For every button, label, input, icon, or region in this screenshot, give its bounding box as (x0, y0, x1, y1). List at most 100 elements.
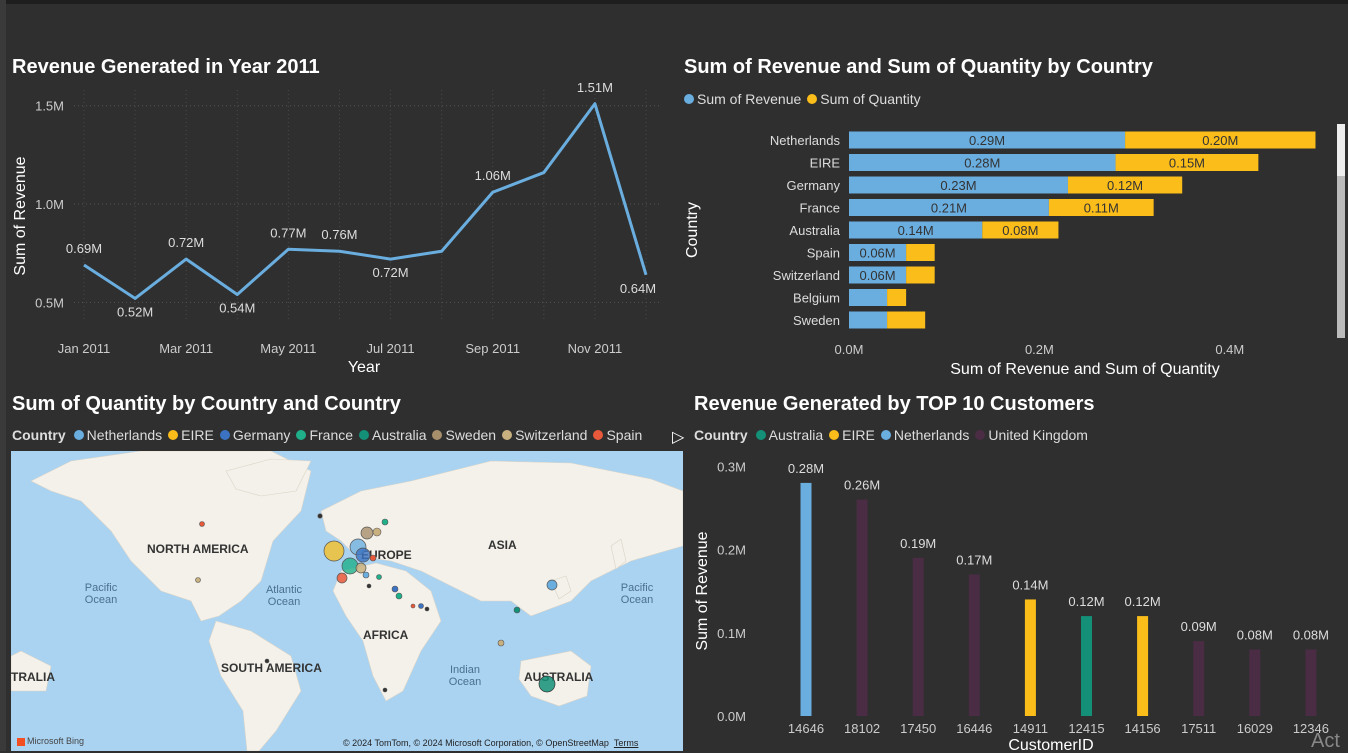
map-bubbles (195, 513, 558, 693)
bar-chart-category-label: Spain (807, 246, 840, 261)
bar-chart-scrollbar[interactable] (1337, 124, 1345, 338)
map-land (11, 451, 683, 751)
line-chart-data-label: 0.72M (372, 265, 408, 280)
top-chart-y-tick-label: 0.0M (717, 709, 746, 724)
bar-chart-bar (1125, 131, 1316, 149)
map-bubble (199, 521, 205, 527)
map-bubble (195, 577, 201, 583)
legend-item-revenue[interactable]: Sum of Revenue (684, 91, 801, 107)
legend-item-quantity[interactable]: Sum of Quantity (807, 91, 921, 107)
activation-watermark: Act (1311, 730, 1340, 752)
top-chart-bar (1137, 616, 1149, 716)
bar-chart-title: Sum of Revenue and Sum of Quantity by Co… (684, 56, 1153, 78)
bar-chart-bar (849, 176, 1068, 194)
map-label-asia: ASIA (488, 538, 517, 552)
top-customers-legend: Country Australia EIRE Netherlands Unite… (694, 427, 1094, 443)
line-chart-data-label: 0.64M (620, 281, 656, 296)
legend-label: France (309, 427, 354, 443)
bar-chart-bar (849, 131, 1126, 149)
top-chart-x-tick-label: 12415 (1068, 721, 1104, 736)
bar-chart-bar (849, 221, 983, 239)
top-chart-bar (1249, 649, 1261, 716)
line-chart-data-label: 0.76M (321, 227, 357, 242)
bar-chart-bar (906, 244, 935, 261)
bar-chart-legend: Sum of Revenue Sum of Quantity (684, 91, 927, 107)
line-chart-x-tick-label: Nov 2011 (568, 341, 623, 356)
map-terms-link[interactable]: Terms (613, 738, 639, 748)
legend-dot-icon (432, 430, 443, 440)
top-chart-data-label: 0.08M (1237, 627, 1273, 642)
top-chart-x-tick-label: 16029 (1237, 721, 1273, 736)
top-chart-y-tick-label: 0.2M (717, 543, 746, 558)
top-customers-chart[interactable]: 0.0M 0.1M 0.2M 0.3M 0.28M 14646 0.26M 18102 0.19… (684, 451, 1348, 751)
map-bubble-sweden (360, 526, 374, 540)
legend-label: Netherlands (86, 427, 163, 443)
legend-next-arrow-icon[interactable]: ▷ (672, 429, 685, 446)
map-legend-item[interactable]: Switzerland (502, 427, 587, 443)
bar-chart-bar (982, 221, 1059, 239)
top-legend-item[interactable]: Netherlands (880, 427, 969, 443)
map-bubble (381, 518, 389, 526)
map-bubble (497, 639, 505, 647)
top-chart-bar (800, 482, 812, 716)
map-bubble (362, 571, 370, 579)
legend-label: Sum of Revenue (697, 91, 802, 107)
legend-dot-icon (684, 94, 694, 104)
map-legend-item[interactable]: EIRE (168, 427, 214, 443)
bar-chart-scrollbar-thumb[interactable] (1337, 124, 1345, 176)
top-chart-x-tick-label: 18102 (844, 721, 880, 736)
map-legend-item[interactable]: France (296, 427, 353, 443)
bar-chart-data-label: 0.28M (964, 156, 1000, 171)
map-bubble-australia (538, 675, 556, 693)
bar-chart-category-label: Netherlands (770, 133, 841, 148)
legend-dot-icon (880, 430, 891, 440)
bar-chart[interactable]: Netherlands 0.29M 0.20M EIRE 0.28M 0.15M Germa… (672, 115, 1340, 385)
map-bubble (382, 687, 388, 693)
map-legend-item[interactable]: Australia (359, 427, 426, 443)
bar-chart-x-tick-label: 0.2M (1025, 342, 1054, 357)
map-legend-item[interactable]: Germany (219, 427, 290, 443)
map-bubble (372, 527, 382, 537)
bar-chart-bar (849, 244, 907, 261)
map-legend-item[interactable]: Netherlands (73, 427, 163, 443)
line-chart-data-label: 0.52M (117, 304, 153, 319)
map-bubble (546, 579, 558, 591)
map-label-north-america: NORTH AMERICA (147, 542, 249, 556)
map-bubble-france (341, 557, 359, 575)
bar-chart-category-label: Belgium (793, 291, 840, 306)
line-chart[interactable]: 0.5M 1.0M 1.5M Jan 2011 Mar 2011 May 2011 Jul … (0, 82, 672, 382)
legend-dot-icon (593, 430, 604, 440)
top-chart-data-label: 0.17M (956, 552, 992, 567)
top-chart-bar (968, 574, 980, 716)
top-chart-data-label: 0.12M (1068, 594, 1104, 609)
legend-dot-icon (296, 430, 307, 440)
line-chart-data-label: 0.54M (219, 300, 255, 315)
top-legend-item[interactable]: Australia (755, 427, 824, 443)
map-label-africa: AFRICA (363, 628, 409, 642)
legend-label: Spain (606, 427, 643, 443)
bar-chart-data-label: 0.29M (969, 133, 1005, 148)
map-label-south-america: SOUTH AMERICA (221, 661, 322, 675)
bar-chart-category-label: Australia (789, 223, 840, 238)
top-legend-item[interactable]: EIRE (829, 427, 875, 443)
bar-chart-category-label: France (800, 201, 840, 216)
map-bubble (513, 606, 521, 614)
bar-chart-bar (849, 199, 1049, 216)
top-chart-bar (856, 499, 868, 716)
map-legend-item[interactable]: Spain (593, 427, 642, 443)
world-map[interactable]: NORTH AMERICA EUROPE ASIA AFRICA SOUTH A… (11, 451, 683, 751)
map-bubble (264, 658, 270, 664)
top-chart-data-label: 0.14M (1012, 577, 1048, 592)
bar-chart-bar (1067, 176, 1183, 194)
legend-label: Switzerland (515, 427, 588, 443)
top-chart-bar (1081, 616, 1092, 716)
top-legend-item[interactable]: United Kingdom (975, 427, 1088, 443)
legend-dot-icon (219, 430, 230, 440)
top-chart-data-label: 0.26M (844, 478, 880, 493)
map-bubble (391, 585, 399, 593)
legend-label: Australia (768, 427, 824, 443)
bar-chart-bar (849, 266, 907, 284)
legend-dot-icon (359, 430, 370, 440)
map-bubble-switzerland (355, 562, 367, 574)
map-legend-item[interactable]: Sweden (432, 427, 496, 443)
